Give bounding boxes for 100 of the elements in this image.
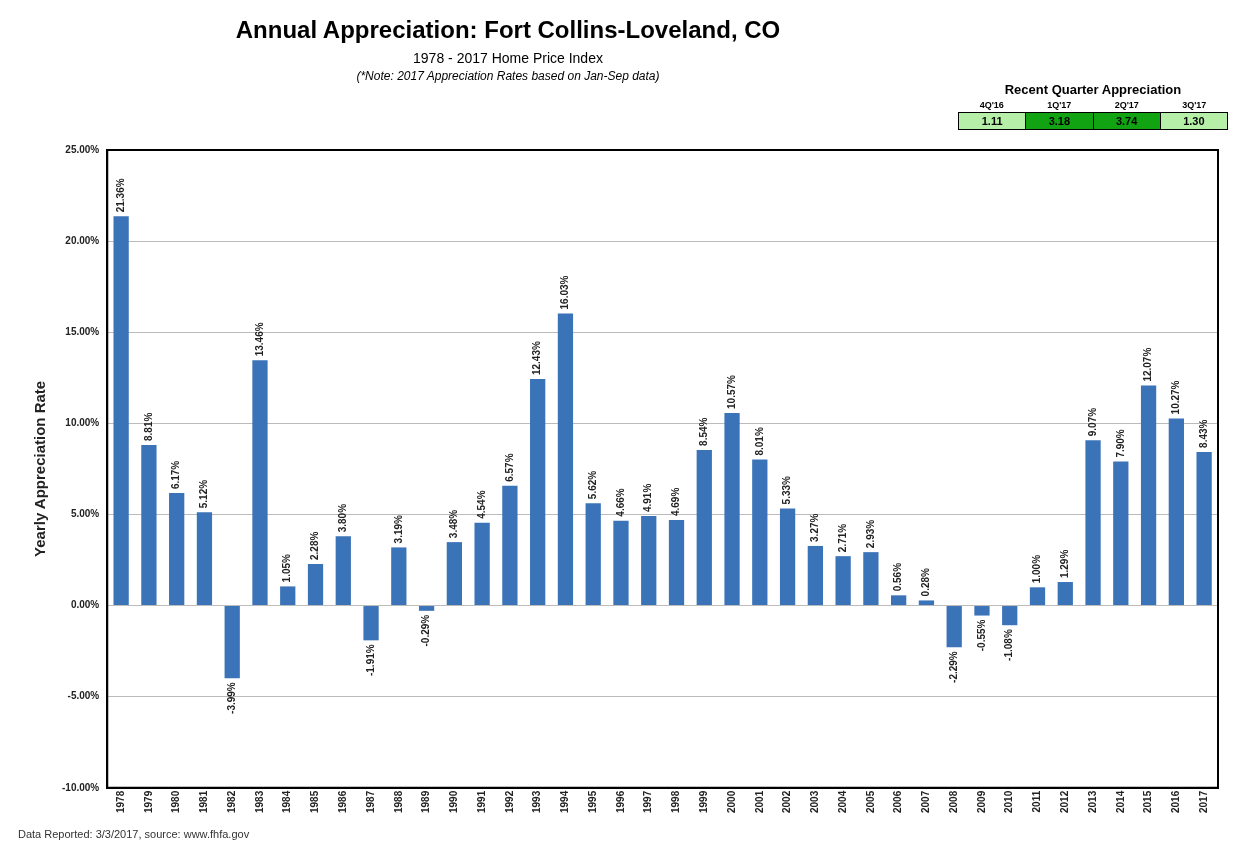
- x-tick-label: 2014: [1114, 790, 1126, 813]
- category-label: 3Q'17: [1181, 100, 1208, 110]
- data-label: 4.91%: [642, 483, 654, 513]
- bar: [724, 412, 740, 606]
- data-label: 1.29%: [1059, 549, 1071, 579]
- x-tick-label: 2003: [809, 790, 821, 813]
- data-label: 0.28%: [920, 567, 932, 597]
- text: Recent Quarter Appreciation: [1003, 82, 1183, 97]
- data-label: 3.80%: [337, 503, 349, 533]
- bar: [641, 516, 657, 606]
- x-tick-label: 2010: [1003, 790, 1015, 813]
- text: (*Note: 2017 Appreciation Rates based on Jan-Sep data): [355, 69, 661, 83]
- data-label: 12.43%: [531, 341, 543, 376]
- bar: [530, 379, 546, 606]
- x-tick-label: 1990: [448, 790, 460, 813]
- category-label: 4Q'16: [978, 100, 1005, 110]
- bar: [752, 459, 768, 606]
- x-tick-label: 2007: [920, 790, 932, 813]
- data-label: 5.62%: [586, 470, 598, 500]
- bar: [835, 556, 851, 606]
- data-label: 8.54%: [698, 417, 710, 446]
- x-tick-label: 1991: [475, 790, 487, 813]
- data-label: 5.33%: [781, 475, 793, 505]
- x-tick-label: 2001: [753, 790, 765, 813]
- bar: [946, 606, 962, 648]
- bar: [113, 216, 129, 606]
- x-tick-label: 1999: [698, 790, 710, 813]
- bar: [807, 545, 823, 606]
- data-label: 1.00%: [1031, 554, 1043, 584]
- data-label: -2.29%: [947, 651, 959, 683]
- x-tick-label: 1992: [503, 790, 515, 813]
- bar: [891, 595, 907, 606]
- bar: [1057, 582, 1073, 606]
- data-label: 1.05%: [281, 553, 293, 583]
- data-label: 8.81%: [142, 412, 154, 442]
- y-axis-title: Yearly Appreciation Rate: [31, 380, 49, 557]
- data-label: 0.56%: [892, 562, 904, 592]
- bar: [974, 606, 990, 616]
- x-tick-label: 1994: [559, 790, 571, 813]
- bar: [224, 606, 240, 679]
- data-label: 16.03%: [559, 275, 571, 310]
- data-label: 8.43%: [1197, 419, 1209, 448]
- data-label: 8.01%: [753, 427, 765, 456]
- x-tick-label: 1982: [225, 790, 237, 813]
- x-tick-label: 1984: [281, 790, 293, 813]
- bar: [1085, 440, 1101, 606]
- x-tick-label: 1980: [170, 790, 182, 813]
- text: Data Reported: 3/3/2017, source: www.fhfa.gov: [18, 828, 250, 840]
- bar: [280, 586, 296, 606]
- data-label: 21.36%: [114, 178, 126, 213]
- bar: [918, 600, 935, 606]
- bar: [391, 547, 407, 606]
- bar: [474, 522, 490, 606]
- bar: [1140, 385, 1157, 606]
- data-label: 2.28%: [309, 531, 321, 560]
- chart-subtitle: 1978 - 2017 Home Price Index: [412, 50, 604, 66]
- x-tick-label: 2002: [781, 790, 793, 813]
- y-tick-label: -5.00%: [67, 690, 100, 702]
- bar: [363, 606, 379, 641]
- data-label: 7.90%: [1114, 429, 1126, 458]
- bar: [1168, 418, 1184, 606]
- data-label: 4.66%: [614, 488, 626, 517]
- data-label: -0.55%: [975, 619, 987, 652]
- x-tick-label: 1985: [309, 790, 321, 813]
- y-tick-label: 5.00%: [70, 508, 100, 520]
- x-tick-label: 1997: [642, 790, 654, 813]
- x-tick-label: 2004: [836, 790, 848, 813]
- data-label: 3.19%: [392, 514, 404, 544]
- data-label: 3.27%: [809, 513, 821, 542]
- y-tick-label: 25.00%: [65, 143, 100, 155]
- data-label: 3.48%: [448, 509, 460, 539]
- x-tick-label: 2000: [725, 790, 737, 813]
- bar: [585, 503, 601, 606]
- x-tick-label: 1978: [114, 790, 126, 813]
- bar: [1002, 606, 1018, 626]
- bar: [779, 508, 796, 606]
- bar: [196, 512, 213, 606]
- chart-title: Annual Appreciation: Fort Collins-Loveland, CO: [234, 16, 782, 44]
- bar: [446, 542, 462, 606]
- data-label: 1.30: [1159, 113, 1227, 129]
- x-tick-label: 2009: [975, 790, 987, 813]
- data-label: -1.08%: [1003, 629, 1015, 661]
- data-label: 6.17%: [170, 460, 182, 490]
- x-tick-label: 1995: [586, 790, 598, 813]
- x-tick-label: 1986: [337, 790, 349, 813]
- x-tick-label: 2008: [947, 790, 959, 813]
- data-label: 2.71%: [836, 523, 848, 553]
- x-tick-label: 2006: [892, 790, 904, 813]
- data-label: 13.46%: [253, 322, 265, 357]
- y-tick-label: 0.00%: [70, 599, 100, 611]
- data-label: 10.27%: [1170, 380, 1182, 415]
- bar: [696, 449, 712, 606]
- category-label: 2Q'17: [1113, 100, 1140, 110]
- x-tick-label: 2005: [864, 790, 876, 813]
- data-label: -3.99%: [225, 682, 237, 714]
- y-tick-label: 20.00%: [65, 234, 100, 246]
- x-tick-label: 2015: [1142, 790, 1154, 813]
- y-tick-label: 10.00%: [65, 417, 100, 429]
- bar: [335, 536, 351, 606]
- bar: [557, 313, 574, 606]
